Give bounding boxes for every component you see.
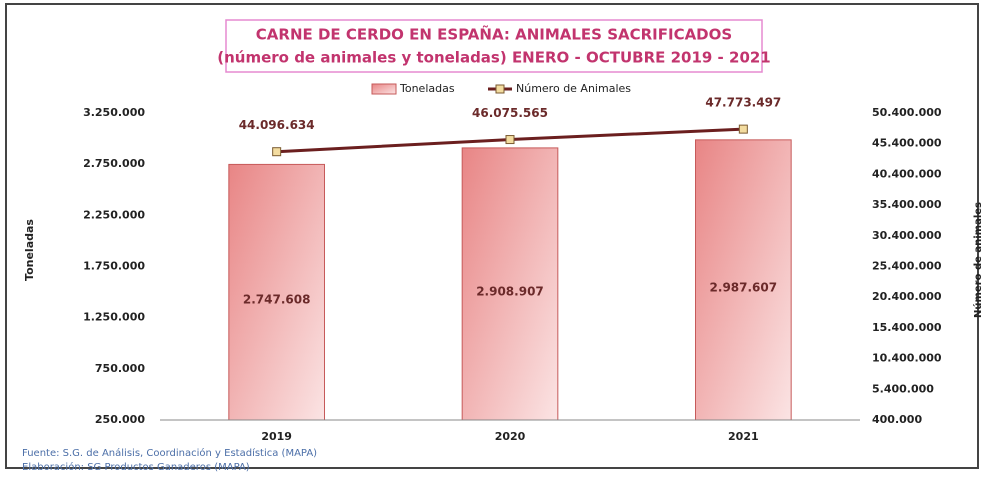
- legend-label: Toneladas: [399, 82, 455, 95]
- y2-tick-label: 25.400.000: [872, 260, 942, 273]
- line-marker: [738, 124, 748, 134]
- source-note: Elaboración: SG Productos Ganaderos (MAP…: [22, 461, 250, 473]
- source-note: Fuente: S.G. de Análisis, Coordinación y…: [22, 447, 317, 459]
- bar-value-label: 2.987.607: [710, 280, 778, 294]
- legend-swatch: [495, 84, 505, 94]
- y-tick-label: 1.750.000: [83, 260, 145, 273]
- y2-tick-label: 10.400.000: [872, 352, 942, 365]
- title-box: [225, 19, 763, 73]
- line-value-label: 47.773.497: [705, 96, 781, 110]
- line-marker: [505, 135, 515, 145]
- bar-value-label: 2.908.907: [476, 284, 544, 298]
- line-marker: [272, 147, 282, 157]
- y-tick-label: 2.750.000: [83, 157, 145, 170]
- y2-tick-label: 15.400.000: [872, 321, 942, 334]
- x-tick-label: 2020: [495, 430, 526, 443]
- legend-label: Número de Animales: [516, 82, 631, 95]
- y2-tick-label: 5.400.000: [872, 382, 934, 395]
- y2-tick-label: 30.400.000: [872, 229, 942, 242]
- y2-tick-label: 45.400.000: [872, 137, 942, 150]
- y2-axis-title: Número de animales: [972, 202, 984, 318]
- y-tick-label: 250.000: [95, 413, 145, 426]
- x-tick-label: 2021: [728, 430, 759, 443]
- y-tick-label: 1.250.000: [83, 311, 145, 324]
- x-tick-label: 2019: [261, 430, 292, 443]
- chart-title: CARNE DE CERDO EN ESPAÑA: ANIMALES SACRI…: [256, 25, 732, 44]
- y2-tick-label: 400.000: [872, 413, 922, 426]
- y-tick-label: 2.250.000: [83, 208, 145, 221]
- legend-swatch: [371, 83, 397, 95]
- line-value-label: 46.075.565: [472, 106, 548, 120]
- bar: [461, 147, 559, 421]
- chart-subtitle: (número de animales y toneladas) ENERO -…: [217, 49, 771, 67]
- y2-tick-label: 50.400.000: [872, 106, 942, 119]
- y-tick-label: 750.000: [95, 362, 145, 375]
- bar-value-label: 2.747.608: [243, 293, 311, 307]
- bar: [695, 139, 792, 421]
- y2-tick-label: 20.400.000: [872, 290, 942, 303]
- line-value-label: 44.096.634: [239, 118, 315, 132]
- y-tick-label: 3.250.000: [83, 106, 145, 119]
- y2-tick-label: 40.400.000: [872, 167, 942, 180]
- y-axis-title: Toneladas: [23, 219, 36, 281]
- y2-tick-label: 35.400.000: [872, 198, 942, 211]
- bar: [228, 163, 325, 421]
